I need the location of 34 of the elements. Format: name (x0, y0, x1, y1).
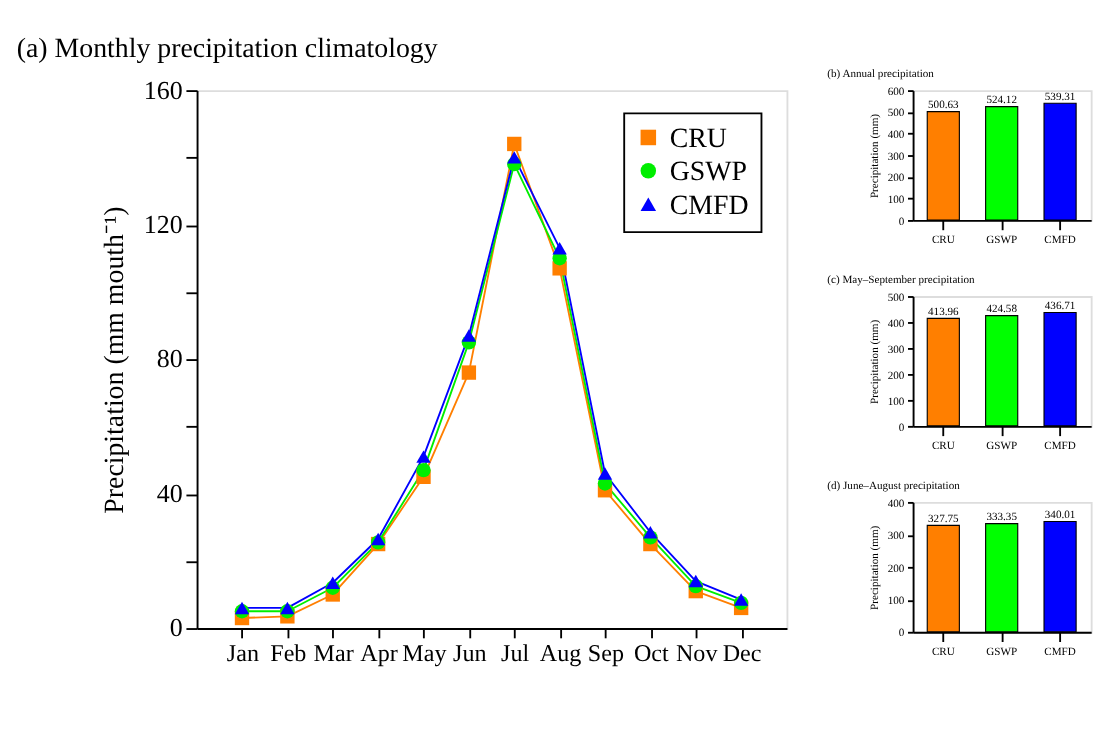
y-axis-title: Precipitation (mm mouth⁻¹) (101, 205, 132, 514)
point (552, 241, 567, 255)
y-tick-label: 40 (156, 477, 183, 508)
point (461, 365, 477, 380)
x-tick-label: Dec (722, 638, 762, 667)
chart-title: (a) Monthly precipitation climatology (16, 34, 438, 65)
x-tick-label: Aug (539, 638, 582, 667)
point (507, 151, 522, 164)
point (507, 136, 522, 152)
x-tick-label: Jan (226, 638, 259, 667)
y-tick-label: 120 (143, 208, 183, 239)
x-tick-label: Oct (633, 638, 670, 667)
x-tick-label: Jun (453, 638, 487, 667)
y-tick-label: 0 (169, 612, 183, 643)
point (416, 450, 431, 463)
point (643, 526, 658, 539)
y-tick-label: 160 (143, 74, 183, 105)
x-tick-label: Apr (360, 638, 398, 667)
point (733, 593, 749, 606)
legend-label: CMFD (669, 191, 749, 222)
x-tick-label: Sep (587, 638, 625, 667)
point (325, 576, 340, 589)
x-tick-label: May (402, 638, 447, 667)
x-tick-label: Feb (270, 638, 307, 667)
legend-label: GSWP (669, 158, 748, 189)
point (688, 574, 703, 588)
x-tick-label: Mar (313, 638, 354, 667)
point (597, 467, 613, 480)
point (416, 462, 431, 478)
x-tick-label: Jul (501, 638, 531, 667)
legend-label: CRU (669, 124, 727, 155)
x-tick-label: Nov (675, 638, 720, 667)
point (461, 329, 477, 342)
y-tick-label: 80 (156, 343, 183, 374)
